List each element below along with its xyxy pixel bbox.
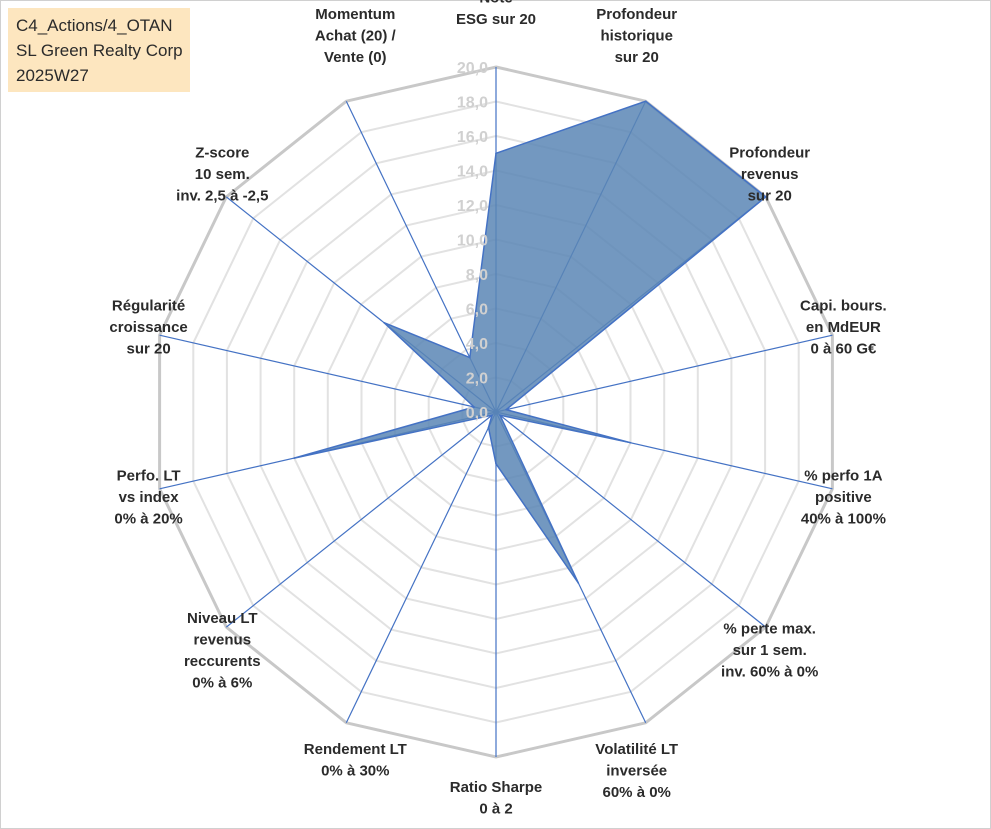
axis-label-5-line-1: sur 1 sem. — [733, 642, 807, 659]
axis-label-11-line-1: croissance — [109, 319, 187, 336]
axis-label-3: Capi. bours. en MdEUR 0 à 60 G€ — [800, 298, 887, 358]
axis-label-0: Note ESG sur 20 — [456, 0, 536, 28]
axis-label-2-line-1: revenus — [741, 166, 799, 183]
tick-label-9: 18,0 — [457, 95, 488, 112]
axis-label-10-line-2: 0% à 20% — [114, 511, 182, 528]
title-box: C4_Actions/4_OTAN SL Green Realty Corp 2… — [8, 8, 190, 92]
series-point-9 — [491, 414, 493, 417]
axis-label-13-line-1: Achat (20) / — [315, 27, 397, 44]
tick-label-10: 20,0 — [457, 60, 488, 77]
axis-label-9: Niveau LT revenus reccurents 0% à 6% — [184, 610, 261, 692]
axis-label-5-line-2: inv. 60% à 0% — [721, 664, 818, 681]
axis-label-5: % perte max. sur 1 sem. inv. 60% à 0% — [721, 621, 818, 681]
series-point-7 — [495, 463, 497, 465]
axis-label-4: % perfo 1A positive 40% à 100% — [801, 468, 886, 528]
axis-label-4-line-1: positive — [815, 489, 872, 506]
axis-label-2: Profondeur revenus sur 20 — [729, 144, 810, 204]
tick-label-1: 2,0 — [466, 371, 488, 388]
tick-label-5: 10,0 — [457, 233, 488, 250]
axis-label-10: Perfo. LT vs index 0% à 20% — [114, 468, 182, 528]
axis-label-11: Régularité croissance sur 20 — [109, 298, 187, 358]
axis-label-12: Z-score 10 sem. inv. 2,5 à -2,5 — [176, 144, 268, 204]
series-point-1 — [644, 100, 647, 102]
spoke-5 — [495, 411, 767, 628]
axis-label-13: Momentum Achat (20) / Vente (0) — [315, 6, 397, 66]
axis-label-9-line-3: 0% à 6% — [192, 674, 252, 691]
series-point-12 — [383, 321, 385, 324]
axis-label-13-line-2: Vente (0) — [324, 49, 387, 66]
series-point-6 — [577, 582, 580, 584]
tick-label-3: 6,0 — [466, 302, 488, 319]
series-point-11 — [473, 406, 475, 408]
axis-label-12-line-2: inv. 2,5 à -2,5 — [176, 187, 268, 204]
axis-label-1-line-1: historique — [600, 27, 673, 44]
axis-label-8: Rendement LT 0% à 30% — [304, 741, 407, 780]
axis-label-2-line-2: sur 20 — [748, 187, 792, 204]
axis-label-3-line-0: Capi. bours. — [800, 298, 887, 315]
axis-label-13-line-0: Momentum — [315, 6, 395, 23]
axis-label-8-line-1: 0% à 30% — [321, 763, 389, 780]
spoke-3 — [495, 334, 833, 413]
series-point-3 — [505, 408, 507, 411]
axis-label-6-line-2: 60% à 0% — [603, 784, 671, 801]
series-point-10 — [293, 457, 296, 459]
axis-label-12-line-0: Z-score — [195, 144, 249, 161]
axis-label-0-line-0: Note — [479, 0, 512, 7]
axis-label-7-line-1: 0 à 2 — [479, 801, 512, 818]
axis-label-10-line-0: Perfo. LT — [117, 468, 181, 485]
tick-label-2: 4,0 — [466, 336, 488, 353]
axis-label-3-line-2: 0 à 60 G€ — [810, 341, 877, 358]
spoke-9 — [225, 411, 497, 628]
tick-label-7: 14,0 — [457, 164, 488, 181]
axis-label-2-line-0: Profondeur — [729, 144, 810, 161]
axis-label-1: Profondeur historique sur 20 — [596, 6, 677, 66]
axis-label-3-line-1: en MdEUR — [806, 319, 881, 336]
title-line-week: 2025W27 — [16, 66, 89, 85]
axis-label-4-line-2: 40% à 100% — [801, 511, 886, 528]
series-point-13 — [469, 356, 471, 359]
title-line-portfolio: C4_Actions/4_OTAN — [16, 16, 173, 35]
axis-label-11-line-2: sur 20 — [126, 341, 170, 358]
axis-label-5-line-0: % perte max. — [723, 621, 816, 638]
axis-label-10-line-1: vs index — [119, 489, 180, 506]
axis-label-9-line-1: revenus — [194, 631, 252, 648]
tick-label-0: 0,0 — [466, 405, 488, 422]
axis-label-8-line-0: Rendement LT — [304, 741, 407, 758]
axis-label-0-line-1: ESG sur 20 — [456, 11, 536, 28]
radial-tick-labels: 0,0 2,0 4,0 6,0 8,0 10,0 12,0 14,0 16,0 18,0 20,0 — [457, 60, 488, 422]
tick-label-6: 12,0 — [457, 198, 488, 215]
axis-label-6: Volatilité LT inversée 60% à 0% — [595, 741, 678, 801]
axis-label-9-line-2: reccurents — [184, 653, 261, 670]
axis-label-4-line-0: % perfo 1A — [804, 468, 883, 485]
axis-label-7-line-0: Ratio Sharpe — [450, 779, 543, 796]
series-point-2 — [764, 196, 767, 198]
axis-label-1-line-0: Profondeur — [596, 6, 677, 23]
spoke-8 — [345, 411, 497, 724]
radar-series — [293, 100, 767, 584]
tick-label-8: 16,0 — [457, 129, 488, 146]
series-point-5 — [499, 414, 501, 417]
axis-label-6-line-0: Volatilité LT — [595, 741, 678, 758]
axis-label-9-line-0: Niveau LT — [187, 610, 258, 627]
axis-label-7: Ratio Sharpe 0 à 2 — [450, 779, 543, 818]
axis-label-1-line-2: sur 20 — [615, 49, 659, 66]
series-point-8 — [487, 426, 490, 429]
spoke-11 — [159, 334, 497, 413]
axis-labels: Note ESG sur 20 Profondeur historique sur 20… — [109, 0, 886, 818]
series-point-4 — [629, 441, 632, 444]
tick-label-4: 8,0 — [466, 267, 488, 284]
axis-label-11-line-0: Régularité — [112, 298, 185, 315]
axis-label-12-line-1: 10 sem. — [195, 166, 250, 183]
series-point-0 — [495, 152, 497, 155]
title-line-company: SL Green Realty Corp — [16, 41, 183, 60]
axis-label-6-line-1: inversée — [606, 763, 667, 780]
